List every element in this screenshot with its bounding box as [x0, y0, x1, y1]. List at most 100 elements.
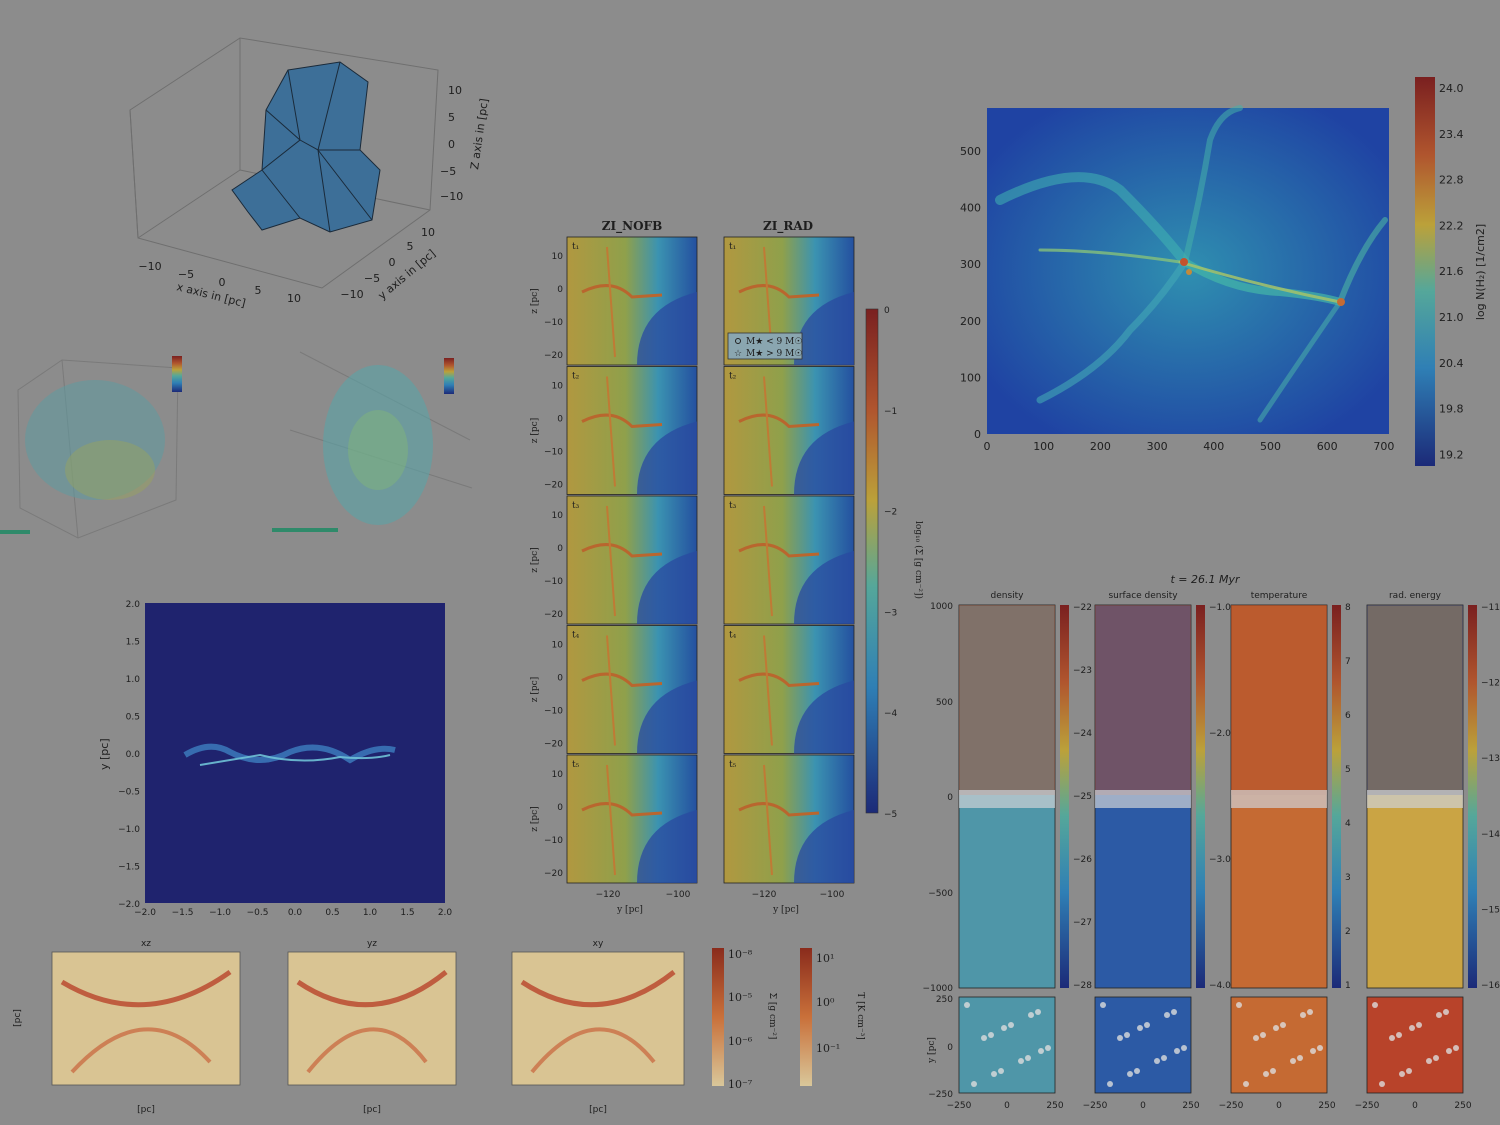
x-tick: −250	[1219, 1101, 1244, 1111]
grid-colorbar-label: log₁₀ (Σ [g cm⁻²])	[913, 521, 924, 599]
y-tick: 1.0	[126, 675, 141, 685]
cb-tick: −4	[884, 709, 898, 719]
y-tick: −20	[544, 869, 563, 879]
row-label: t₄	[729, 631, 737, 641]
proj-cb1-ticks: 10⁻⁸ 10⁻⁵ 10⁻⁶ 10⁻⁷	[728, 948, 753, 1091]
proj-x-label: [pc]	[363, 1105, 381, 1115]
strips-title: t = 26.1 Myr	[1170, 573, 1241, 586]
cb-tick: 10⁻⁷	[728, 1078, 753, 1091]
grid-cell: t₄ 10 0 −10 −20 z [pc]	[530, 625, 698, 754]
y-tick: 10	[552, 770, 564, 780]
cb-tick: 4	[1345, 819, 1351, 829]
y-tick: −250	[928, 1090, 953, 1100]
x-tick: −250	[1355, 1101, 1380, 1111]
cb-tick: 21.6	[1439, 265, 1464, 278]
cb-tick: 3	[1345, 873, 1351, 883]
z-tick: −5	[440, 165, 456, 178]
cb-tick: −4.0	[1209, 981, 1231, 991]
cb-tick: 10⁻⁶	[728, 1035, 753, 1048]
grid-x-axis: −120 −100 −120 −100 y [pc] y [pc]	[596, 890, 845, 915]
proj-x-label: [pc]	[137, 1105, 155, 1115]
proj-colorbar-density	[712, 948, 724, 1086]
y-tick: −10	[544, 577, 563, 587]
grid-y-label: z [pc]	[530, 806, 540, 831]
x-tick: 5	[255, 284, 262, 297]
y-tick: 0	[557, 415, 563, 425]
blue-y-ticks: 2.0 1.5 1.0 0.5 0.0 −0.5 −1.0 −1.5 −2.0	[118, 600, 140, 910]
proj-cb2-label: T [K cm⁻³]	[855, 992, 865, 1039]
cb-tick: 19.8	[1439, 403, 1464, 416]
y-tick: −1.0	[118, 825, 140, 835]
cb-tick: −5	[884, 810, 897, 820]
3d-z-axis-label: Z axis in [pc]	[468, 98, 491, 171]
x-tick: −5	[178, 268, 194, 281]
strip-columns: density−22−23−24−25−26−27−28−250 0 250surf…	[947, 591, 1500, 1111]
x-tick: 0	[984, 440, 991, 453]
blue-x-ticks: −2.0 −1.5 −1.0 −0.5 0.0 0.5 1.0 1.5 2.0	[134, 908, 452, 918]
cb-tick: −12	[1481, 679, 1500, 689]
cb-tick: 19.2	[1439, 448, 1464, 461]
3d-x-axis-label: x axis in [pc]	[175, 280, 247, 310]
cb-tick: −16	[1481, 981, 1500, 991]
x-tick: 500	[1260, 440, 1281, 453]
column-title-nofb: ZI_NOFB	[602, 219, 662, 234]
x-tick: 250	[1454, 1101, 1471, 1111]
blue-y-axis-label: y [pc]	[98, 738, 111, 770]
y-tick: 200	[960, 315, 981, 328]
panel-projections: xz [pc] [pc] yz [pc] xy [pc] 10⁻⁸ 10⁻⁵ 10⁻⁶ 10…	[13, 939, 865, 1115]
projection-title: xz	[141, 939, 151, 949]
projection-map: xy [pc]	[511, 939, 685, 1115]
cb-tick: 1	[1345, 981, 1351, 991]
x-tick: 0	[1412, 1101, 1418, 1111]
cb-tick: −23	[1073, 666, 1092, 676]
cb-tick: −14	[1481, 830, 1500, 840]
y-tick: −20	[544, 481, 563, 491]
grid-cell: t₂ 10 0 −10 −20 z [pc]	[530, 366, 698, 495]
cb-tick: −1.0	[1209, 603, 1231, 613]
proj-y-label: [pc]	[13, 1009, 23, 1027]
row-label: t₅	[572, 760, 580, 770]
3d-x-ticks: −10 −5 0 5 10	[138, 260, 301, 305]
cb-tick: −3.0	[1209, 855, 1231, 865]
x-tick: 100	[1033, 440, 1054, 453]
x-tick: 200	[1090, 440, 1111, 453]
cb-tick: 10⁻¹	[816, 1042, 840, 1055]
y-tick: −20	[544, 351, 563, 361]
y-tick: 0	[557, 674, 563, 684]
strips-small-y-label: y [pc]	[927, 1037, 937, 1064]
grid-x-label: y [pc]	[772, 905, 799, 915]
proj-x-label: [pc]	[589, 1105, 607, 1115]
x-tick: −1.5	[172, 908, 194, 918]
nh-y-ticks: 500 400 300 200 100 0	[960, 145, 981, 441]
row-label: t₄	[572, 631, 580, 641]
cb-tick: 10⁰	[816, 996, 835, 1009]
cb-tick: −2.0	[1209, 729, 1231, 739]
y-tick: −20	[544, 740, 563, 750]
x-tick: −120	[596, 890, 621, 900]
x-tick: 2.0	[438, 908, 453, 918]
x-tick: −2.0	[134, 908, 156, 918]
proj-cb2-ticks: 10¹ 10⁰ 10⁻¹	[816, 952, 840, 1055]
grid-y-label: z [pc]	[530, 288, 540, 313]
proj-colorbar-temperature	[800, 948, 812, 1086]
x-tick: 700	[1373, 440, 1394, 453]
cb-tick: 22.8	[1439, 174, 1464, 187]
panel-blue-plot: y [pc] 2.0 1.5 1.0 0.5 0.0 −0.5 −1.0 −1.5 −2.0 −…	[98, 600, 452, 918]
y-tick: 0.5	[126, 713, 140, 723]
filament-structure	[183, 743, 396, 764]
x-tick: 250	[1046, 1101, 1063, 1111]
y-tick: 1000	[930, 602, 953, 612]
legend-low-mass: M★ < 9 M☉	[746, 337, 802, 347]
y-tick: −20	[544, 610, 563, 620]
star-icon: ☆	[734, 349, 742, 359]
y-tick: −10	[544, 707, 563, 717]
cb-tick: 10⁻⁵	[728, 991, 752, 1004]
projection-title: yz	[367, 939, 377, 949]
x-tick: 1.0	[363, 908, 378, 918]
grid-cell: t₅	[723, 754, 855, 884]
z-tick: 0	[448, 138, 455, 151]
grid-y-label: z [pc]	[530, 677, 540, 702]
cb-tick: 20.4	[1439, 357, 1464, 370]
cb-tick: −1	[884, 407, 897, 417]
y-tick: −1.5	[118, 863, 140, 873]
